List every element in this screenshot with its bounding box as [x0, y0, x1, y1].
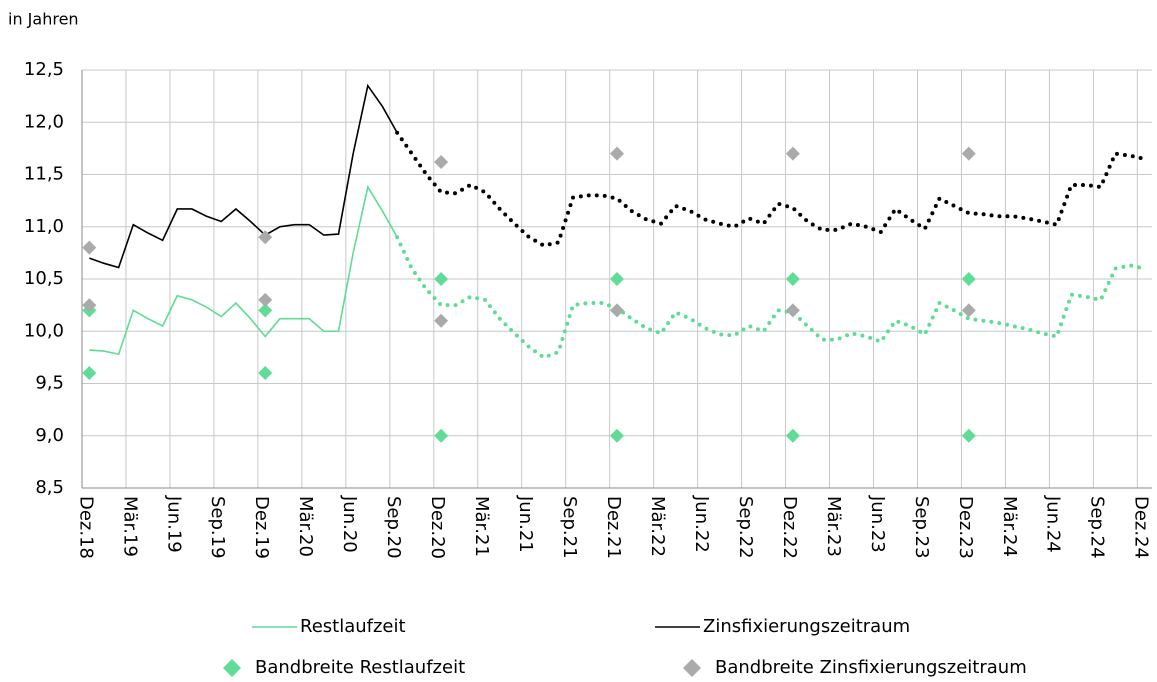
y-axis-label: in Jahren — [8, 10, 79, 29]
x-tick-label: Jun.20 — [339, 495, 360, 553]
diamond-marker — [785, 272, 800, 286]
x-tick-label: Jun.21 — [515, 495, 536, 553]
x-tick-label: Dez.19 — [251, 496, 272, 559]
diamond-marker — [258, 230, 273, 245]
diamond-marker — [258, 303, 273, 318]
x-tick-label: Sep.24 — [1087, 496, 1108, 559]
y-tick-label: 9,5 — [35, 373, 64, 394]
diamond-marker — [785, 428, 800, 443]
x-tick-label: Mär.22 — [647, 496, 668, 557]
diamond-marker — [785, 303, 800, 318]
x-tick-label: Dez.21 — [603, 496, 624, 559]
line-series — [89, 184, 398, 356]
x-tick-label: Dez.20 — [427, 496, 448, 559]
y-tick-label: 12,0 — [24, 111, 64, 132]
diamond-marker — [961, 428, 976, 443]
diamond-marker — [434, 313, 449, 328]
diamond-marker — [82, 240, 97, 255]
x-tick-label: Sep.23 — [911, 496, 932, 559]
y-tick-label: 9,0 — [35, 425, 64, 446]
diamond-marker — [610, 272, 624, 286]
diamond-marker — [434, 428, 449, 443]
x-tick-label: Dez.18 — [75, 496, 96, 559]
y-tick-label: 10,0 — [24, 320, 64, 341]
line-series — [89, 83, 398, 269]
y-tick-label: 11,0 — [24, 216, 64, 237]
diamond-marker — [258, 366, 273, 381]
line-series — [395, 130, 1147, 248]
x-tick-label: Sep.20 — [383, 496, 404, 559]
x-tick-label: Mär.24 — [999, 496, 1020, 557]
x-tick-label: Mär.20 — [295, 496, 316, 557]
legend-label: Zinsfixierungszeitraum — [703, 616, 910, 637]
legend-label: Bandbreite Restlaufzeit — [255, 657, 465, 678]
x-tick-label: Mär.23 — [823, 496, 844, 557]
x-tick-label: Dez.23 — [955, 496, 976, 559]
x-tick-label: Jun.24 — [1043, 495, 1064, 553]
y-tick-label: 10,5 — [24, 268, 64, 289]
line-series — [395, 235, 1147, 360]
x-tick-label: Jun.23 — [867, 495, 888, 553]
x-tick-label: Mär.21 — [471, 496, 492, 557]
diamond-marker — [610, 146, 624, 161]
diamond-marker — [258, 292, 273, 307]
x-tick-label: Sep.21 — [559, 496, 580, 559]
diamond-marker — [961, 272, 976, 286]
y-tick-label: 11,5 — [24, 164, 64, 185]
x-tick-label: Jun.19 — [163, 495, 184, 553]
x-tick-label: Dez.24 — [1131, 496, 1152, 559]
diamond-marker — [961, 146, 976, 161]
diamond-marker — [785, 146, 800, 161]
y-tick-label: 8,5 — [35, 477, 64, 498]
legend-swatch — [683, 659, 701, 677]
legend-swatch — [223, 659, 241, 677]
x-tick-label: Jun.22 — [691, 495, 712, 553]
x-tick-label: Dez.22 — [779, 496, 800, 559]
diamond-marker — [961, 303, 976, 318]
legend-label: Bandbreite Zinsfixierungszeitraum — [715, 657, 1027, 678]
diamond-marker — [82, 366, 97, 381]
x-tick-label: Sep.22 — [735, 496, 756, 559]
x-tick-label: Sep.19 — [207, 496, 228, 559]
legend-label: Restlaufzeit — [300, 616, 406, 637]
diamond-marker — [82, 298, 97, 313]
diamond-marker — [610, 428, 624, 443]
diamond-marker — [434, 272, 449, 286]
x-tick-label: Mär.19 — [119, 496, 140, 557]
diamond-marker — [434, 154, 449, 169]
diamond-marker — [610, 303, 624, 318]
y-tick-label: 12,5 — [24, 59, 64, 80]
